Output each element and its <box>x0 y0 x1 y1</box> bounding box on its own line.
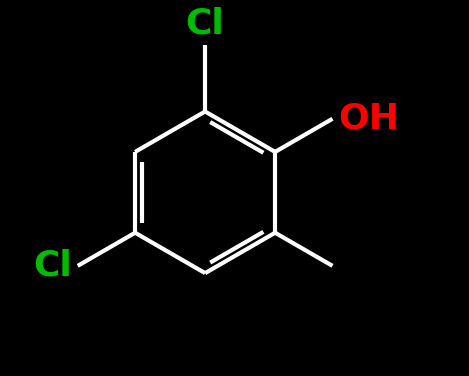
Text: OH: OH <box>338 102 399 136</box>
Text: Cl: Cl <box>186 7 225 41</box>
Text: Cl: Cl <box>33 249 72 283</box>
